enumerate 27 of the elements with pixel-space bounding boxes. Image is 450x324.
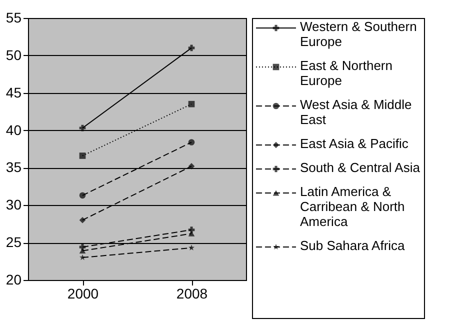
point [188, 100, 195, 108]
y-tick-label: 35 [6, 159, 22, 176]
legend-label: Latin America & Carribean & North America [300, 184, 405, 229]
x-tick-label: 2000 [67, 286, 99, 302]
y-tick-label: 50 [6, 46, 22, 63]
point [188, 244, 195, 250]
point [79, 254, 86, 260]
y-tick-label: 20 [6, 272, 22, 288]
x-tick-label: 2008 [176, 286, 208, 302]
y-tick-label: 30 [6, 196, 22, 213]
point [188, 139, 195, 146]
legend-label: West Asia & Middle East [300, 97, 412, 127]
legend-label: East Asia & Pacific [300, 136, 409, 151]
point [79, 216, 86, 224]
legend-label: Western & Southern Europe [300, 19, 417, 49]
point [188, 44, 195, 52]
point [79, 152, 86, 159]
y-tick-label: 25 [6, 234, 22, 250]
y-tick-label: 40 [6, 122, 22, 138]
point [79, 192, 86, 199]
y-tick-label: 45 [6, 84, 22, 100]
point [79, 124, 86, 132]
y-tick-label: 55 [6, 10, 22, 26]
legend-label: Sub Sahara Africa [300, 238, 406, 253]
point [188, 163, 195, 170]
legend-label: East & Northern Europe [300, 58, 392, 88]
legend-label: South & Central Asia [300, 160, 421, 175]
